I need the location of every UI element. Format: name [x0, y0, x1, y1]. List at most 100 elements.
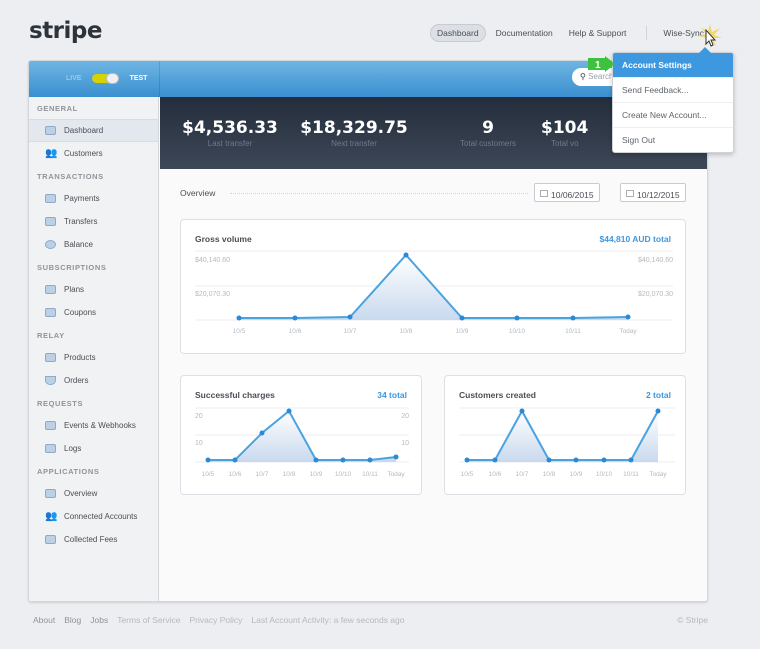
stat-label: Total vo — [551, 139, 579, 148]
webhook-icon — [45, 421, 56, 430]
y-axis-mid-right: 10 — [401, 440, 409, 447]
stat-label: Total customers — [459, 139, 517, 148]
basket-icon — [45, 376, 56, 385]
gross-volume-total[interactable]: $44,810 AUD total — [599, 234, 672, 244]
sidebar-item-label: Balance — [64, 240, 93, 249]
top-navigation: Dashboard Documentation Help & Support W… — [430, 24, 704, 42]
sidebar-item-label: Transfers — [64, 217, 98, 226]
menu-item-sign-out[interactable]: Sign Out — [622, 135, 656, 145]
x-label: 10/10 — [596, 471, 613, 478]
x-label: 10/9 — [456, 328, 469, 335]
stat-value: 9 — [482, 118, 494, 138]
sidebar-item-label: Payments — [64, 194, 100, 203]
sidebar-item-label: Connected Accounts — [64, 512, 138, 521]
x-label: 10/5 — [233, 328, 246, 335]
date-from-input[interactable]: 10/06/2015 — [534, 183, 600, 202]
sidebar-item-label: Plans — [64, 285, 85, 294]
y-axis-mid-left: $20,070.30 — [195, 291, 230, 298]
card-icon — [45, 194, 56, 203]
sidebar-item-plans[interactable]: Plans — [29, 278, 158, 301]
sidebar-item-connected-accounts[interactable]: 👥 Connected Accounts — [29, 505, 158, 528]
sidebar-item-payments[interactable]: Payments — [29, 187, 158, 210]
sidebar-item-balance[interactable]: Balance — [29, 233, 158, 256]
gross-volume-chart: $40,140.60 $20,070.30 $40,140.60 $20,070… — [195, 250, 673, 335]
people-icon: 👥 — [45, 148, 58, 159]
customers-created-total[interactable]: 2 total — [645, 390, 671, 400]
sidebar-item-collected-fees[interactable]: Collected Fees — [29, 528, 158, 551]
section-applications: APPLICATIONS — [37, 467, 100, 476]
date-from-value: 10/06/2015 — [551, 189, 594, 200]
date-to-value: 10/12/2015 — [637, 189, 680, 200]
sidebar-item-transfers[interactable]: Transfers — [29, 210, 158, 233]
x-label: 10/5 — [202, 471, 215, 478]
calendar-icon — [45, 285, 56, 294]
stat-total-customers: 9 Total customers — [428, 118, 548, 148]
document-icon — [45, 444, 56, 453]
calendar-icon — [626, 189, 634, 197]
y-axis-top-right: 20 — [401, 413, 409, 420]
overview-header: Overview 10/06/2015 to 10/12/2015 — [180, 183, 688, 205]
section-general: GENERAL — [37, 104, 78, 113]
sidebar-item-logs[interactable]: Logs — [29, 437, 158, 460]
sidebar-item-label: Dashboard — [64, 126, 104, 135]
sidebar-item-label: Products — [64, 353, 96, 362]
footer-link-privacy[interactable]: Privacy Policy — [189, 615, 243, 625]
sidebar-item-overview[interactable]: Overview — [29, 482, 158, 505]
footer-link-about[interactable]: About — [33, 615, 56, 625]
date-to-input[interactable]: 10/12/2015 — [620, 183, 686, 202]
nav-divider — [646, 26, 648, 40]
nav-dashboard[interactable]: Dashboard — [430, 24, 486, 42]
mode-toggle[interactable] — [91, 73, 119, 84]
stat-last-transfer: $4,536.33 Last transfer — [170, 118, 290, 148]
section-requests: REQUESTS — [37, 399, 84, 408]
search-placeholder: Search — [588, 72, 614, 81]
sidebar-item-label: Coupons — [64, 308, 97, 317]
footer-link-blog[interactable]: Blog — [64, 615, 82, 625]
menu-item-account-settings[interactable]: Account Settings — [613, 53, 733, 78]
x-label: 10/6 — [489, 471, 502, 478]
customers-created-card: 10/5 10/6 10/7 10/8 10/9 10/10 10/11 Tod… — [444, 375, 686, 495]
menu-item-send-feedback[interactable]: Send Feedback... — [613, 78, 733, 103]
stripe-logo[interactable]: stripe — [29, 18, 102, 44]
people-icon: 👥 — [45, 511, 58, 522]
x-label: 10/8 — [283, 471, 296, 478]
sidebar-item-events-webhooks[interactable]: Events & Webhooks — [29, 414, 158, 437]
footer-link-terms[interactable]: Terms of Service — [117, 615, 181, 625]
x-label: 10/5 — [461, 471, 474, 478]
sidebar-item-dashboard[interactable]: Dashboard — [29, 119, 158, 142]
menu-item-create-new-account[interactable]: Create New Account... — [613, 103, 733, 128]
sidebar-item-coupons[interactable]: Coupons — [29, 301, 158, 324]
user-menu-button[interactable]: Wise-Sync — [663, 28, 705, 38]
overview-title: Overview — [180, 188, 222, 198]
x-label: 10/10 — [509, 328, 526, 335]
calendar-icon — [540, 189, 548, 197]
successful-charges-total[interactable]: 34 total — [377, 390, 407, 400]
section-transactions: TRANSACTIONS — [37, 172, 104, 181]
search-icon: ⚲ — [580, 72, 589, 81]
step-arrow-icon: 1 — [588, 56, 615, 72]
live-test-switch[interactable]: LIVE TEST — [66, 73, 147, 84]
dashboard-panel: LIVE TEST ⚲ Search GENERAL Dashboard 👥 Cu… — [28, 60, 708, 602]
sidebar-item-orders[interactable]: Orders — [29, 369, 158, 392]
x-label: 10/10 — [335, 471, 352, 478]
nav-documentation[interactable]: Documentation — [495, 28, 553, 38]
mouse-cursor-icon — [698, 24, 722, 47]
y-axis-mid-right: $20,070.30 — [638, 291, 673, 298]
y-axis-mid-left: 10 — [195, 440, 203, 447]
stat-value: $18,329.75 — [300, 118, 408, 138]
sidebar-item-label: Events & Webhooks — [64, 421, 136, 430]
footer-link-jobs[interactable]: Jobs — [90, 615, 109, 625]
x-label: 10/6 — [289, 328, 302, 335]
nav-help-support[interactable]: Help & Support — [568, 28, 627, 38]
x-label: 10/9 — [570, 471, 583, 478]
x-label: 10/6 — [229, 471, 242, 478]
sidebar-item-label: Customers — [64, 149, 103, 158]
x-label: 10/8 — [400, 328, 413, 335]
sidebar-item-customers[interactable]: 👥 Customers — [29, 142, 158, 165]
step-number: 1 — [595, 60, 601, 71]
sidebar-item-products[interactable]: Products — [29, 346, 158, 369]
gross-volume-card: $40,140.60 $20,070.30 $40,140.60 $20,070… — [180, 219, 686, 354]
chart-icon — [45, 489, 56, 498]
last-activity-text: Last Account Activity: a few seconds ago — [251, 615, 405, 625]
sidebar: GENERAL Dashboard 👥 Customers TRANSACTION… — [29, 97, 159, 601]
